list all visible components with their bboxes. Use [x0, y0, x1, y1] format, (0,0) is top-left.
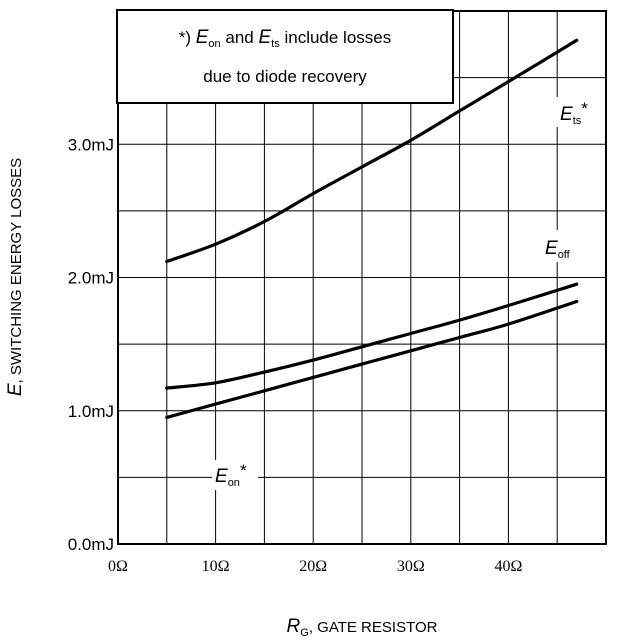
series-line-ts — [165, 38, 579, 264]
series-line-off — [165, 282, 579, 390]
annotation-line-1: *) Eon and Ets include losses — [179, 27, 392, 50]
series-label-ts: Ets* — [556, 97, 600, 127]
series-label-ts-bg — [556, 97, 600, 127]
series-label-off-bg — [541, 230, 587, 262]
x-tick-label: 0Ω — [108, 558, 128, 575]
series-line-on — [165, 299, 579, 419]
tick-labels: 0.0mJ 1.0mJ 2.0mJ 3.0mJ 0Ω 10Ω 20Ω 30Ω 40Ω — [68, 135, 523, 575]
x-tick-label: 10Ω — [202, 558, 230, 575]
y-axis-label: E, SWITCHING ENERGY LOSSES — [5, 158, 26, 396]
x-axis-label: RG, GATE RESISTOR — [287, 616, 438, 639]
annotation-line-2: due to diode recovery — [203, 67, 367, 86]
annotation-box: *) Eon and Ets include losses due to dio… — [116, 9, 454, 104]
series-label-on: Eon* — [212, 460, 258, 490]
series-label-on-bg — [212, 460, 258, 490]
x-tick-label: 40Ω — [494, 558, 522, 575]
series-label-ts-text: Ets* — [560, 99, 588, 127]
x-tick-label: 20Ω — [299, 558, 327, 575]
series-label-on-text: Eon* — [215, 461, 247, 489]
series-label-off: Eoff — [541, 230, 587, 262]
x-tick-label: 30Ω — [397, 558, 425, 575]
annotation-frame — [116, 9, 454, 104]
y-tick-label: 3.0mJ — [68, 135, 114, 154]
series-curves — [165, 38, 579, 419]
y-tick-label: 1.0mJ — [68, 402, 114, 421]
y-tick-label: 2.0mJ — [68, 269, 114, 288]
series-label-off-text: Eoff — [545, 238, 571, 261]
y-tick-label: 0.0mJ — [68, 535, 114, 554]
